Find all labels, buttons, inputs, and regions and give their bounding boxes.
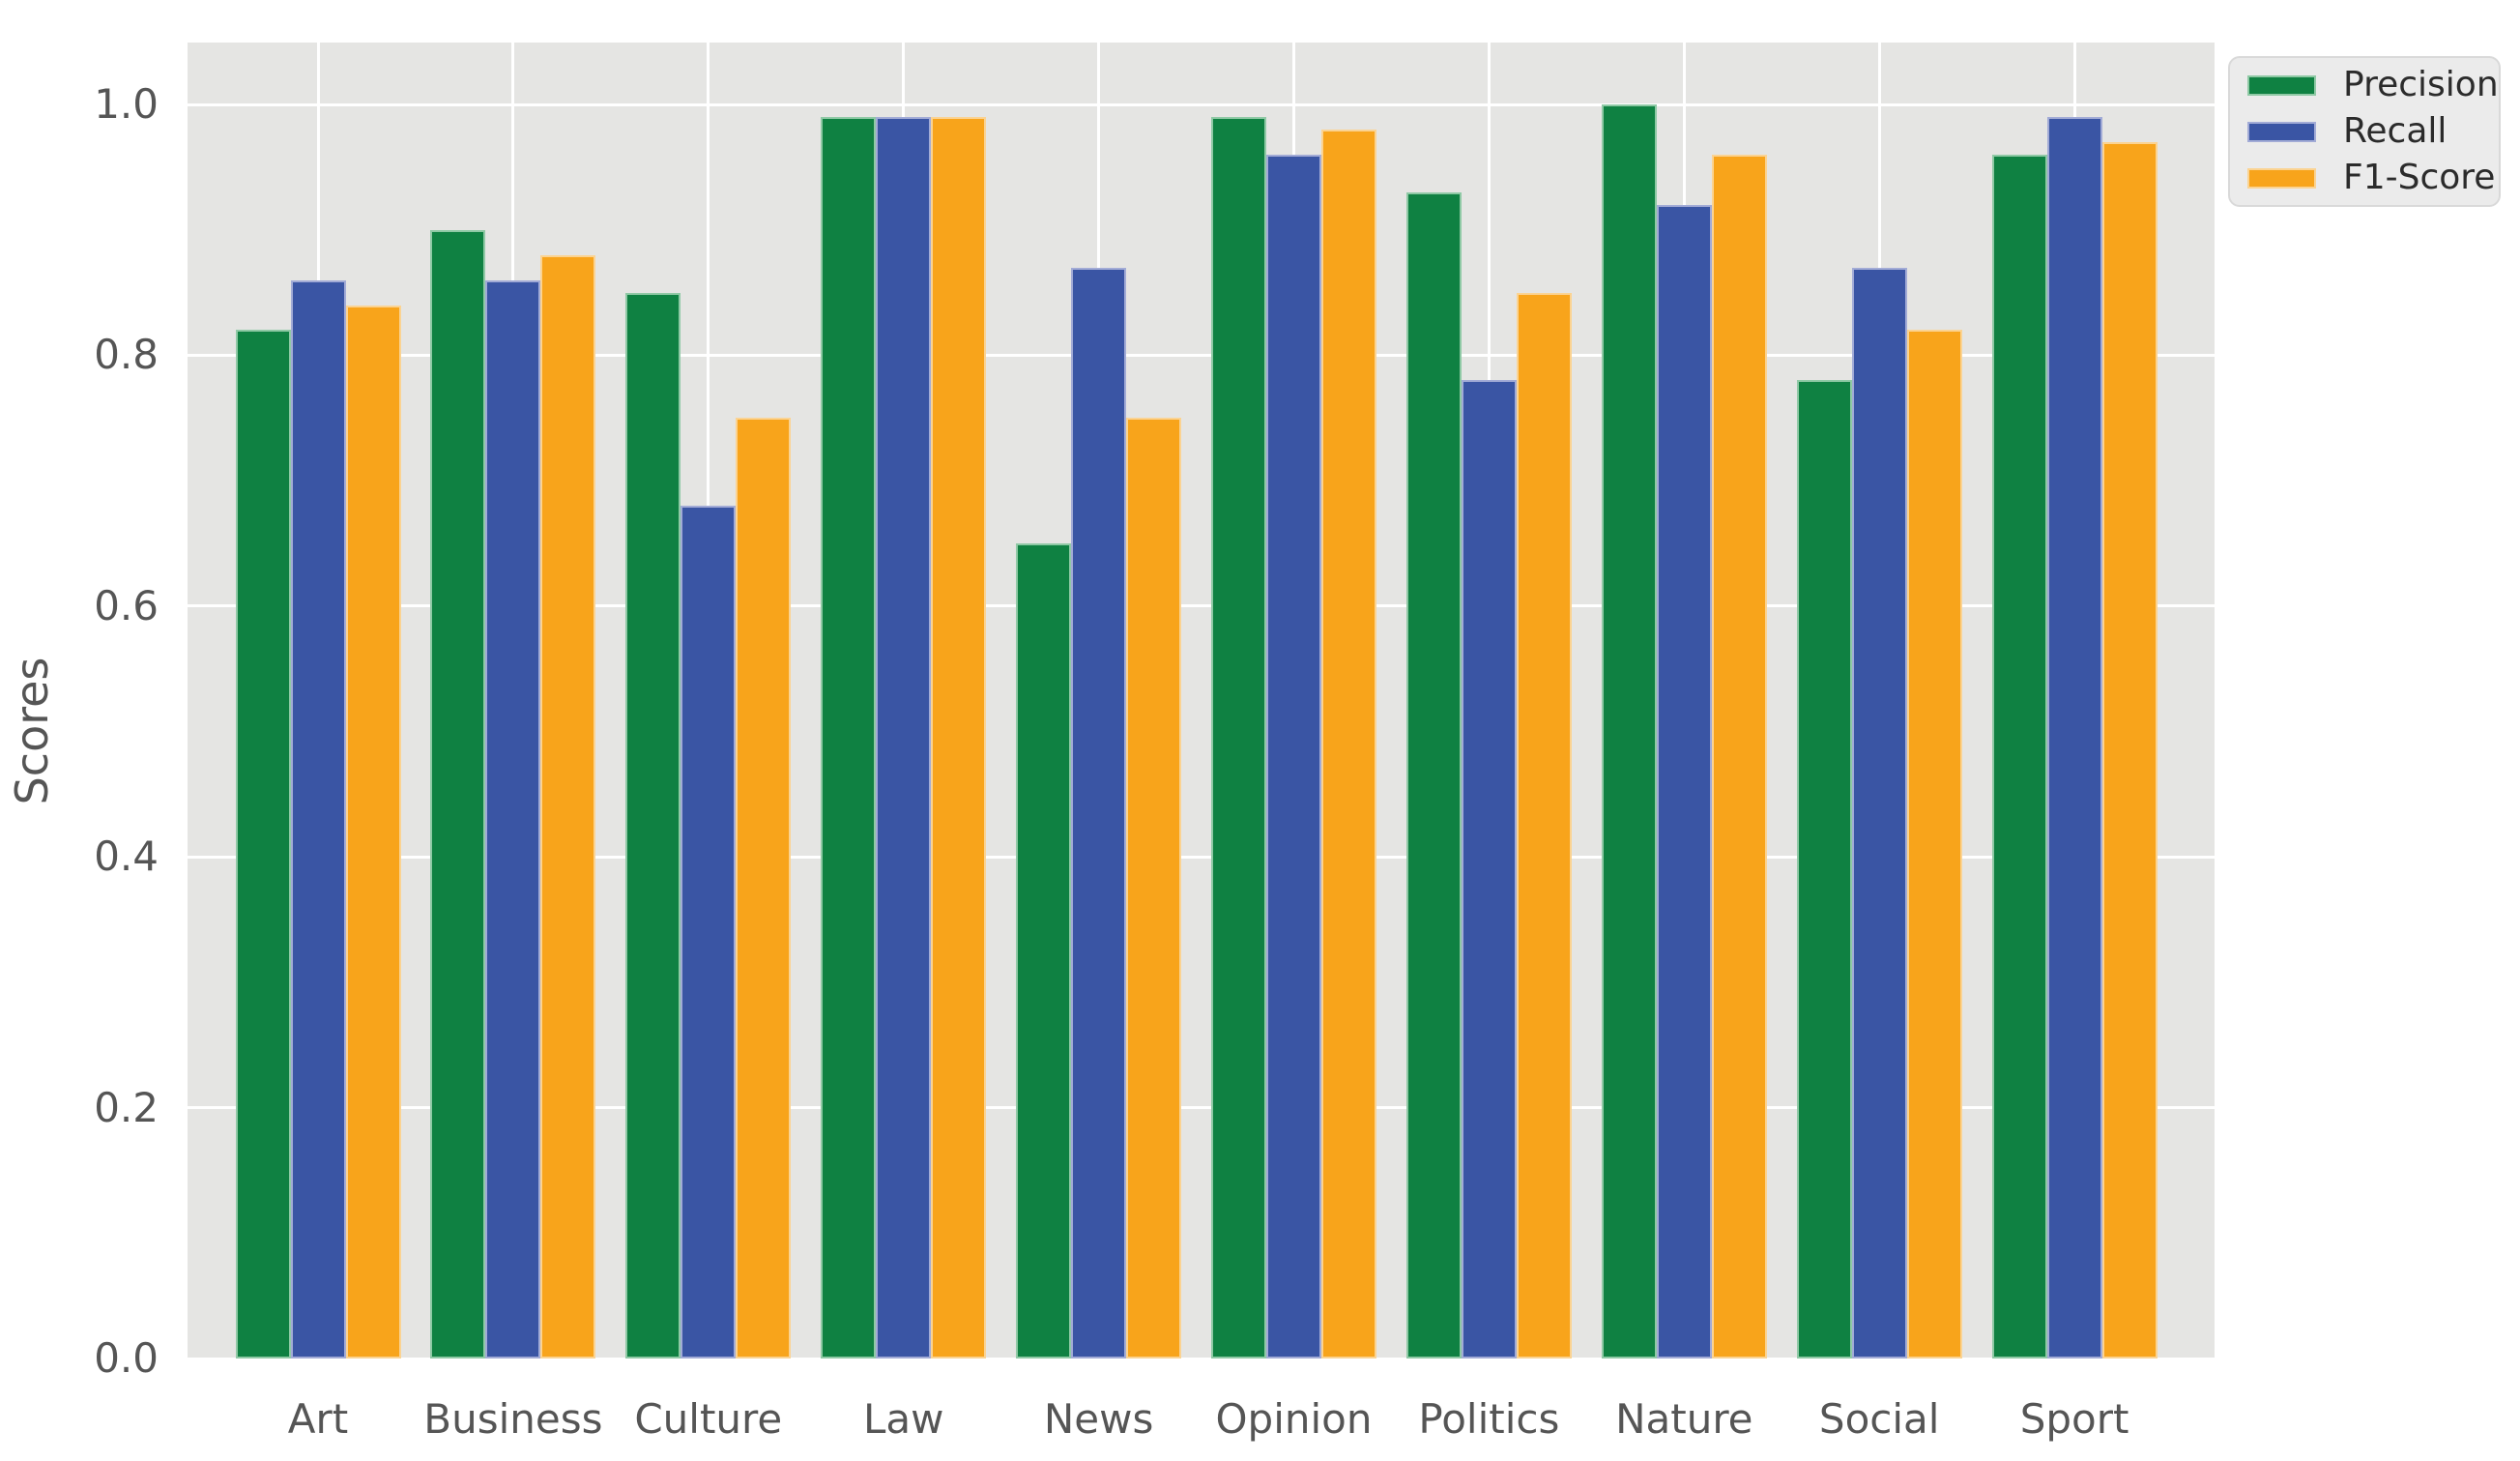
bar-social-recall [1851,267,1907,1359]
bar-social-f1-score [1906,330,1962,1359]
bar-news-precision [1016,542,1072,1359]
bar-art-precision [235,330,291,1359]
x-tick-label-art: Art [287,1395,349,1443]
y-tick-label-0.6: 0.6 [94,581,159,629]
legend-row-precision: Precision [2247,68,2499,102]
x-tick-label-law: Law [862,1395,944,1443]
bar-nature-recall [1656,204,1712,1359]
bar-business-f1-score [540,254,596,1359]
x-tick-label-nature: Nature [1615,1395,1753,1443]
legend-label: Precision [2343,65,2499,104]
bar-law-f1-score [931,116,987,1359]
x-tick-label-sport: Sport [2019,1395,2129,1443]
bar-sport-recall [2046,116,2102,1359]
bar-sport-f1-score [2101,141,2158,1359]
legend-row-recall: Recall [2247,114,2481,149]
x-tick-label-opinion: Opinion [1215,1395,1373,1443]
plot-area [188,43,2215,1360]
bar-nature-precision [1601,104,1657,1359]
bar-culture-precision [625,292,681,1359]
legend: Precision Recall F1-Score [2228,56,2501,207]
bar-social-precision [1796,380,1852,1359]
x-tick-label-culture: Culture [634,1395,783,1443]
gridline-y-0.2 [188,1106,2215,1110]
y-tick-label-0.8: 0.8 [94,331,159,379]
bar-business-recall [485,279,541,1359]
gridline-y-0.4 [188,855,2215,859]
y-tick-label-0.2: 0.2 [94,1083,159,1131]
bar-nature-f1-score [1711,154,1767,1359]
bar-politics-precision [1405,191,1462,1359]
legend-label: F1-Score [2343,158,2496,197]
legend-swatch-icon [2247,74,2316,96]
x-tick-label-social: Social [1818,1395,1940,1443]
bar-news-recall [1071,267,1127,1359]
bar-art-f1-score [345,305,401,1359]
gridline-y-0.8 [188,353,2215,357]
bar-law-precision [821,116,877,1359]
bar-culture-recall [681,506,737,1359]
y-tick-label-1.0: 1.0 [94,80,159,128]
legend-label: Recall [2343,111,2448,151]
x-tick-label-politics: Politics [1418,1395,1560,1443]
bar-opinion-precision [1211,116,1266,1359]
bar-opinion-f1-score [1321,129,1376,1359]
bar-opinion-recall [1266,154,1321,1359]
legend-row-f1-score: F1-Score [2247,161,2495,195]
x-tick-label-news: News [1043,1395,1154,1443]
y-tick-label-0.4: 0.4 [94,833,159,881]
y-tick-label-0.0: 0.0 [94,1334,159,1382]
gridline-y-1.0 [188,102,2215,106]
y-axis-title: Scores [6,657,58,805]
gridline-y-0.0 [188,1357,2215,1360]
bar-news-f1-score [1126,418,1182,1359]
bar-politics-f1-score [1516,292,1572,1359]
legend-swatch-icon [2247,167,2316,189]
bar-sport-precision [1991,154,2047,1359]
bar-culture-f1-score [736,418,792,1359]
x-tick-label-business: Business [423,1395,603,1443]
bar-law-recall [876,116,932,1359]
gridline-y-0.6 [188,604,2215,608]
bar-business-precision [430,229,486,1359]
bar-art-recall [290,279,346,1359]
legend-swatch-icon [2247,121,2316,142]
bar-politics-recall [1461,380,1517,1359]
